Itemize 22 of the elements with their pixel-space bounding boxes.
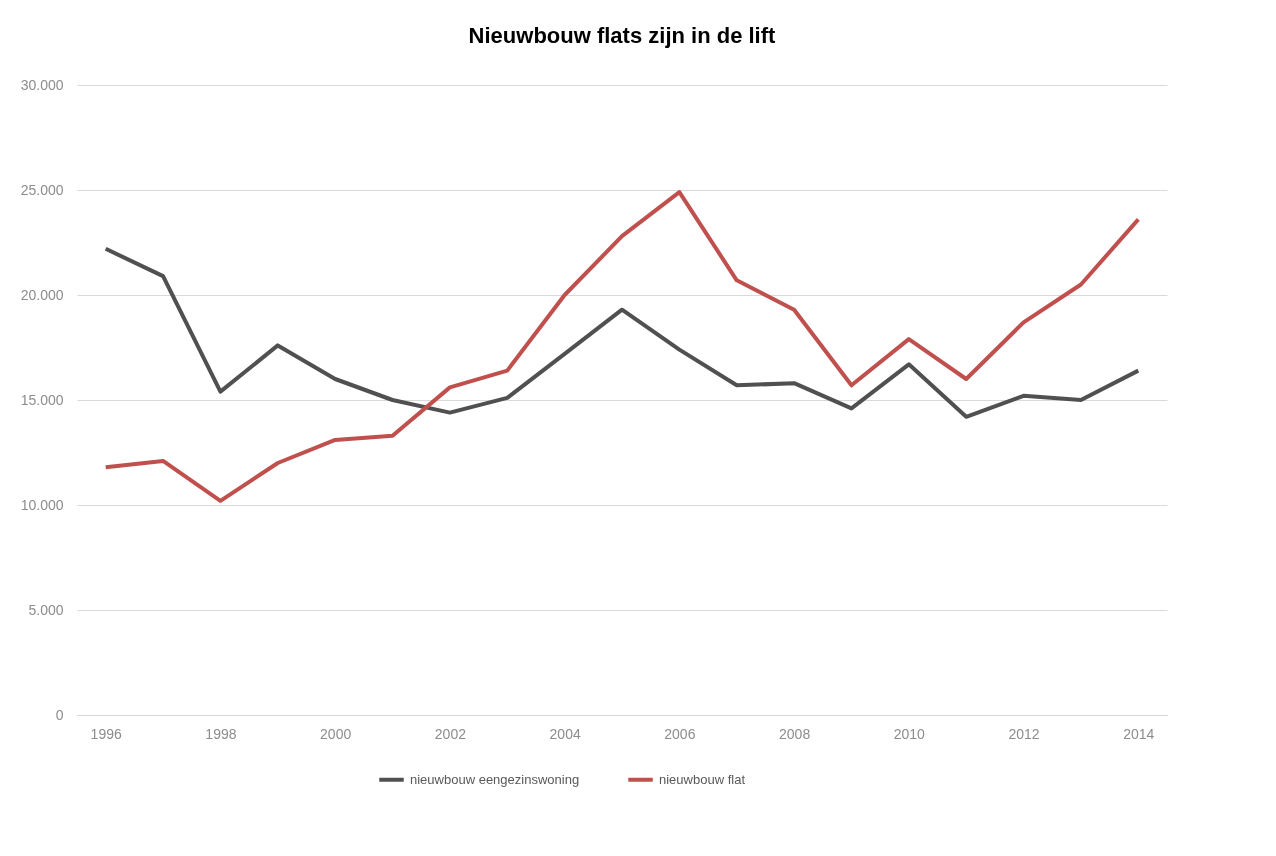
x-tick-label: 1998: [205, 725, 237, 742]
x-tick-label: 2014: [1123, 725, 1155, 742]
x-tick-label: 2012: [1008, 725, 1040, 742]
y-tick-label: 15.000: [20, 391, 64, 408]
x-tick-label: 2006: [664, 725, 696, 742]
x-tick-label: 2000: [320, 725, 352, 742]
line-series: [103, 246, 1141, 419]
x-tick-label: 2008: [779, 725, 811, 742]
y-tick-label: 0: [55, 706, 64, 723]
line-series: [103, 190, 1141, 503]
x-tick-label: 2010: [893, 725, 926, 742]
x-tick-label: 2004: [549, 725, 581, 742]
x-tick-label: 2002: [434, 725, 467, 742]
y-tick-label: 20.000: [20, 286, 64, 303]
legend-label: nieuwbouw eengezinswoning: [410, 771, 580, 787]
y-tick-label: 5.000: [28, 601, 64, 618]
y-tick-label: 30.000: [20, 76, 64, 93]
y-tick-label: 10.000: [20, 496, 64, 513]
chart-title: Nieuwbouw flats zijn in de lift: [468, 23, 777, 48]
x-tick-label: 1996: [90, 725, 122, 742]
legend-label: nieuwbouw flat: [659, 771, 746, 787]
y-tick-label: 25.000: [20, 181, 64, 198]
